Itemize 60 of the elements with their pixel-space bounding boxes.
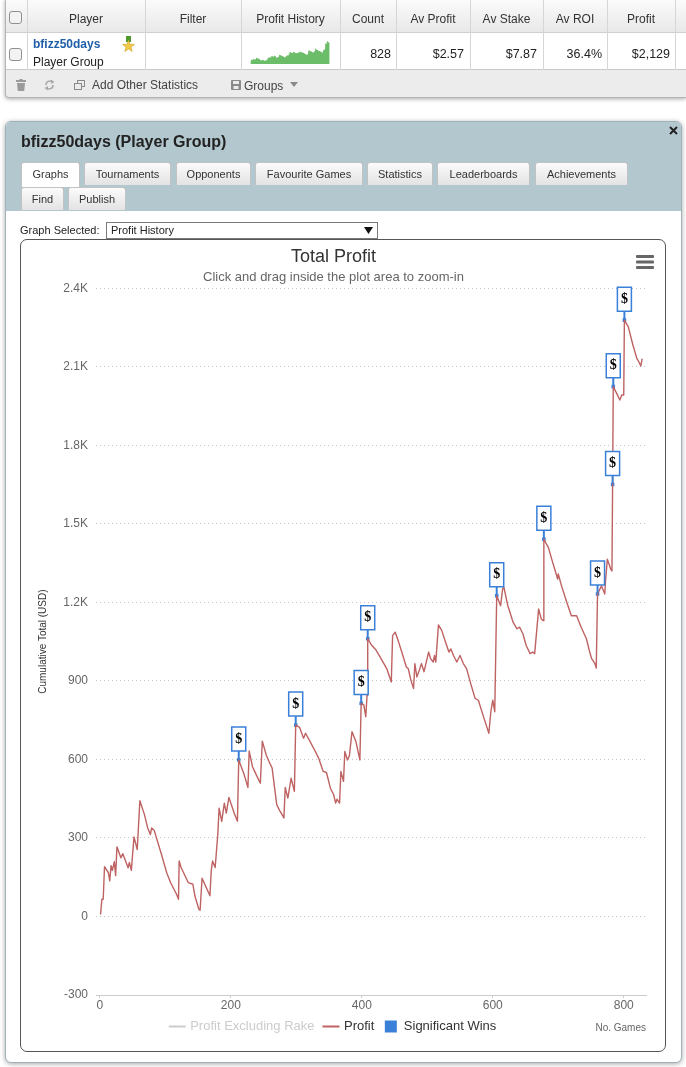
y-tick-label: 1.2K — [63, 594, 88, 609]
y-tick-label: 0 — [81, 908, 89, 923]
text: Count — [351, 12, 385, 26]
y-tick-label: 900 — [67, 673, 89, 688]
y-tick-label: 2.1K — [63, 359, 88, 374]
text: Player Group — [33, 55, 104, 69]
text: $7.87 — [505, 47, 537, 61]
text: Profit History — [256, 12, 325, 26]
data-label: $ — [357, 673, 365, 689]
data-label: $ — [235, 730, 243, 746]
y-tick-label: 1.8K — [63, 437, 88, 452]
text: $2,129 — [631, 47, 670, 61]
text: bfizz50days (Player Group) — [21, 133, 227, 150]
x-tick-label: 200 — [220, 997, 242, 1012]
chart-subtitle: Click and drag inside the plot area to zoom-in — [203, 268, 464, 284]
data-label: $ — [364, 609, 372, 625]
data-label: $ — [594, 564, 602, 580]
text: bfizz50days — [33, 37, 101, 51]
y-tick-label: 300 — [67, 830, 89, 845]
legend-label: Profit — [343, 1018, 375, 1034]
x-tick-label: 400 — [351, 997, 373, 1012]
text: Add Other Statistics — [92, 78, 199, 92]
text: $2.57 — [432, 47, 464, 61]
y-tick-label: 600 — [67, 751, 89, 766]
tab: Graphs — [21, 162, 80, 187]
tab: Leaderboards — [437, 162, 530, 185]
data-label: $ — [620, 290, 628, 306]
text: Av ROI — [555, 12, 595, 26]
data-label: $ — [292, 695, 300, 711]
text: Graph Selected: — [20, 224, 100, 236]
tab: Find — [21, 187, 64, 210]
y-tick-label: 1.5K — [63, 516, 88, 531]
tab: Tournaments — [84, 162, 171, 185]
text: Profit History — [111, 224, 174, 236]
data-label: $ — [609, 357, 617, 373]
tab: Publish — [68, 187, 126, 210]
text: 828 — [370, 47, 391, 61]
text: Av Profit — [410, 12, 456, 26]
text: Filter — [179, 12, 207, 26]
text: Groups — [244, 79, 284, 93]
y-axis-title: Cumulative Total (USD) — [36, 589, 48, 694]
data-label: $ — [609, 455, 617, 471]
tab: Achievements — [535, 162, 628, 185]
data-label: $ — [493, 566, 501, 582]
x-tick-label: 0 — [96, 997, 104, 1012]
legend-label: Significant Wins — [403, 1018, 497, 1034]
chart-title: Total Profit — [290, 245, 377, 266]
x-tick-label: 800 — [613, 997, 635, 1012]
text: Player — [68, 12, 103, 26]
text: 36.4% — [566, 47, 602, 61]
x-axis-title: No. Games — [595, 1021, 646, 1033]
text: Profit — [626, 12, 655, 26]
text: Av Stake — [482, 12, 531, 26]
data-label: $ — [540, 509, 548, 525]
y-tick-label: 2.4K — [63, 280, 88, 295]
y-tick-label: -300 — [63, 987, 89, 1002]
x-tick-label: 600 — [482, 997, 504, 1012]
tab: Favourite Games — [255, 162, 363, 185]
tab: Statistics — [367, 162, 433, 185]
tab: Opponents — [176, 162, 251, 185]
